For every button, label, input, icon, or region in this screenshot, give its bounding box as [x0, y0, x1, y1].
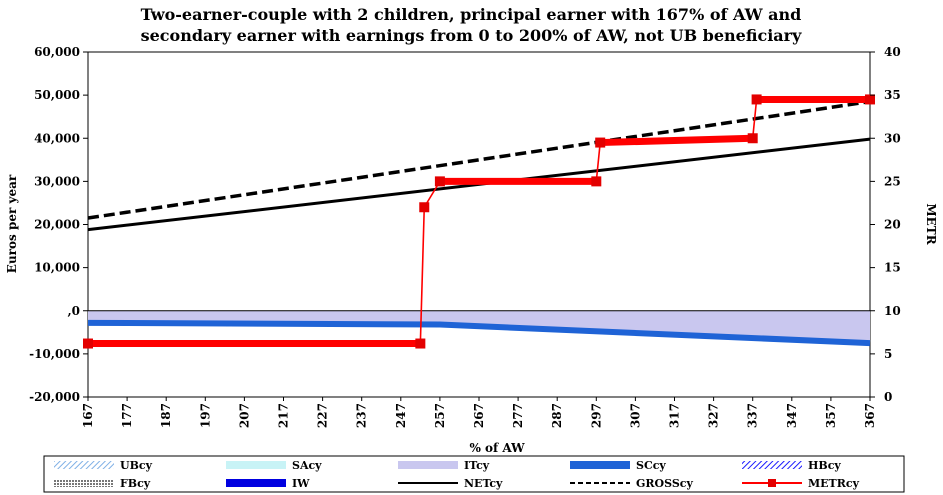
series-metrcy-marker	[595, 137, 606, 148]
left-axis-ticks: 60,000 50,000 40,000 30,000 20,000 10,000 ,0 -1…	[29, 45, 88, 404]
x-axis-label: % of AW	[469, 441, 525, 455]
x-tick-label: 327	[707, 403, 721, 428]
legend-item-itcy: ITcy	[398, 459, 490, 472]
y2-tick-label: 35	[884, 88, 901, 102]
y2-tick-label: 10	[884, 304, 901, 318]
series-sccy-band	[87, 319, 871, 347]
x-tick-label: 257	[433, 403, 447, 428]
legend-swatch	[54, 479, 114, 487]
y-tick-label: ,0	[67, 304, 80, 318]
legend-item-hbcy: HBcy	[742, 459, 841, 472]
y2-tick-label: 0	[884, 390, 892, 404]
x-tick-label: 357	[824, 403, 838, 428]
x-tick-label: 237	[355, 403, 369, 428]
x-tick-label: 207	[237, 403, 251, 428]
x-tick-label: 367	[863, 403, 877, 428]
y-axis-label: Euros per year	[5, 174, 19, 273]
legend-swatch	[570, 461, 630, 469]
right-axis-ticks: 40 35 30 25 20 15 10 5 0	[870, 45, 901, 404]
x-tick-label: 227	[316, 403, 330, 428]
chart-title-line-1: Two-earner-couple with 2 children, princ…	[141, 5, 802, 24]
legend-item-ubcy: UBcy	[54, 459, 153, 472]
series-metrcy-marker	[591, 176, 602, 187]
line-layer	[83, 94, 875, 349]
x-tick-label: 347	[785, 403, 799, 428]
x-tick-label: 297	[589, 403, 603, 428]
legend-swatch	[226, 461, 286, 469]
series-metrcy-marker	[751, 94, 762, 105]
y2-tick-label: 30	[884, 131, 901, 145]
legend-item-metrcy: METRcy	[742, 477, 860, 490]
legend-swatch	[742, 461, 802, 469]
x-tick-label: 277	[511, 403, 525, 428]
legend-label: NETcy	[464, 477, 503, 490]
legend-item-netcy: NETcy	[398, 477, 503, 490]
x-tick-label: 267	[472, 403, 486, 428]
legend-label: UBcy	[120, 459, 153, 472]
y-tick-label: 20,000	[34, 218, 80, 232]
y-tick-label: 10,000	[34, 261, 80, 275]
series-metrcy-marker	[434, 176, 445, 187]
legend-item-sacy: SAcy	[226, 459, 322, 472]
y2-tick-label: 5	[884, 347, 892, 361]
x-tick-label: 177	[120, 403, 134, 428]
x-tick-label: 197	[198, 403, 212, 428]
legend-item-grosscy: GROSScy	[570, 477, 693, 490]
legend-label: IW	[292, 477, 310, 490]
x-axis-ticks: 167 177 187 197 207 217 227 237 247 257 267 277 287 2…	[81, 397, 877, 428]
legend-item-fbcy: FBcy	[54, 477, 151, 490]
y2-tick-label: 20	[884, 218, 901, 232]
series-metrcy-marker	[865, 94, 875, 105]
x-tick-label: 307	[628, 403, 642, 428]
y-tick-label: 40,000	[34, 131, 80, 145]
series-grosscy-line	[87, 99, 871, 220]
legend-swatch	[226, 479, 286, 487]
legend-swatch-marker	[768, 479, 776, 487]
legend-label: GROSScy	[636, 477, 693, 490]
series-metrcy-marker	[747, 133, 758, 144]
y-tick-label: 30,000	[34, 174, 80, 188]
area-layer	[87, 310, 871, 347]
legend-swatch	[398, 461, 458, 469]
series-metrcy-marker	[415, 338, 426, 349]
legend-swatch	[54, 461, 114, 469]
x-tick-label: 247	[394, 403, 408, 428]
legend-label: SCcy	[636, 459, 666, 472]
x-tick-label: 287	[550, 403, 564, 428]
series-metrcy-marker	[83, 338, 93, 349]
x-tick-label: 217	[277, 403, 291, 428]
x-tick-label: 167	[81, 403, 95, 428]
y2-axis-label: METR	[924, 203, 938, 245]
legend: UBcy SAcy ITcy SCcy HBcy FBcy IW NETcy GROSScy ME…	[43, 455, 905, 493]
x-tick-label: 187	[159, 403, 173, 428]
y-tick-label: -10,000	[29, 347, 80, 361]
legend-label: METRcy	[808, 477, 860, 490]
y-tick-label: 60,000	[34, 45, 80, 59]
y-tick-label: -20,000	[29, 390, 80, 404]
legend-label: SAcy	[292, 459, 322, 472]
y2-tick-label: 40	[884, 45, 901, 59]
legend-label: ITcy	[464, 459, 490, 472]
y-tick-label: 50,000	[34, 88, 80, 102]
x-tick-label: 317	[668, 403, 682, 428]
x-tick-label: 337	[746, 403, 760, 428]
legend-item-iw: IW	[226, 477, 310, 490]
y2-tick-label: 15	[884, 261, 901, 275]
legend-label: FBcy	[120, 477, 151, 490]
legend-item-sccy: SCcy	[570, 459, 666, 472]
series-metrcy-marker	[419, 202, 430, 213]
legend-label: HBcy	[808, 459, 841, 472]
chart-title-line-2: secondary earner with earnings from 0 to…	[141, 26, 803, 45]
y2-tick-label: 25	[884, 174, 901, 188]
